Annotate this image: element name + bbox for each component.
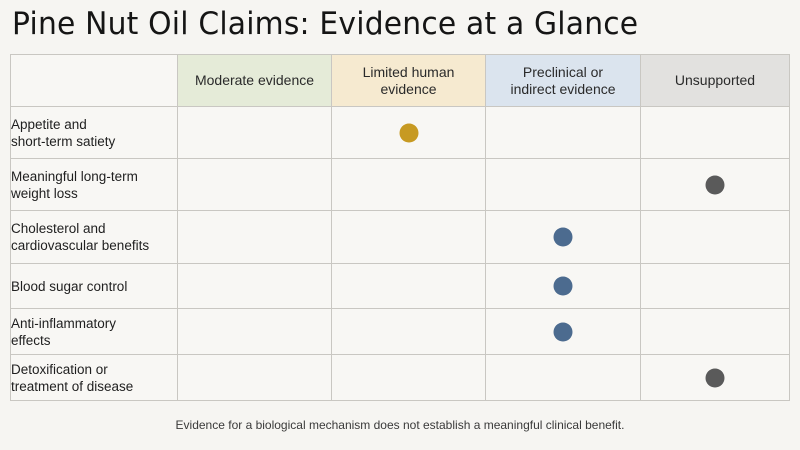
column-header-preclinical: Preclinical or indirect evidence: [485, 54, 641, 107]
evidence-matrix: Moderate evidence Limited human evidence…: [10, 54, 790, 401]
table-row: Blood sugar control: [10, 263, 790, 309]
rating-cell-preclinical: [485, 308, 641, 355]
rating-dot-preclinical: [553, 276, 573, 296]
rating-dot-unsupported: [705, 368, 725, 387]
rating-cell-moderate: [177, 308, 332, 355]
rating-cell-limited: [331, 106, 486, 159]
rating-cell-unsupported: [640, 210, 790, 264]
rating-cell-unsupported: [640, 158, 790, 211]
rating-dot-preclinical: [553, 322, 573, 341]
rating-cell-limited: [331, 354, 486, 401]
rating-cell-limited: [331, 210, 486, 264]
rating-cell-preclinical: [485, 106, 641, 159]
table-row: Cholesterol and cardiovascular benefits: [10, 210, 790, 264]
rating-cell-moderate: [177, 106, 332, 159]
rating-cell-moderate: [177, 210, 332, 264]
rating-cell-limited: [331, 263, 486, 309]
column-header-moderate: Moderate evidence: [177, 54, 332, 107]
claim-label: Blood sugar control: [10, 263, 178, 309]
rating-cell-preclinical: [485, 158, 641, 211]
claim-label: Meaningful long-term weight loss: [10, 158, 178, 211]
rating-cell-limited: [331, 158, 486, 211]
column-header-unsupported: Unsupported: [640, 54, 790, 107]
rating-cell-unsupported: [640, 263, 790, 309]
header-row: Moderate evidence Limited human evidence…: [10, 54, 790, 107]
rating-cell-moderate: [177, 263, 332, 309]
page-title: Pine Nut Oil Claims: Evidence at a Glanc…: [12, 6, 639, 42]
rating-cell-preclinical: [485, 210, 641, 264]
claim-label: Appetite and short-term satiety: [10, 106, 178, 159]
rating-cell-moderate: [177, 158, 332, 211]
table-row: Meaningful long-term weight loss: [10, 158, 790, 211]
footnote: Evidence for a biological mechanism does…: [175, 418, 625, 432]
claim-label: Cholesterol and cardiovascular benefits: [10, 210, 178, 264]
rating-dot-preclinical: [553, 227, 573, 247]
rating-cell-preclinical: [485, 354, 641, 401]
corner-cell: [10, 54, 178, 107]
claim-label: Detoxification or treatment of disease: [10, 354, 178, 401]
rating-cell-unsupported: [640, 308, 790, 355]
rating-cell-unsupported: [640, 354, 790, 401]
table-row: Appetite and short-term satiety: [10, 106, 790, 159]
rating-cell-preclinical: [485, 263, 641, 309]
claim-label: Anti-inflammatory effects: [10, 308, 178, 355]
rating-dot-limited: [399, 123, 418, 142]
rating-cell-limited: [331, 308, 486, 355]
rating-cell-unsupported: [640, 106, 790, 159]
column-header-limited: Limited human evidence: [331, 54, 486, 107]
table-row: Anti-inflammatory effects: [10, 308, 790, 355]
rating-dot-unsupported: [705, 175, 725, 194]
table-row: Detoxification or treatment of disease: [10, 354, 790, 401]
rating-cell-moderate: [177, 354, 332, 401]
